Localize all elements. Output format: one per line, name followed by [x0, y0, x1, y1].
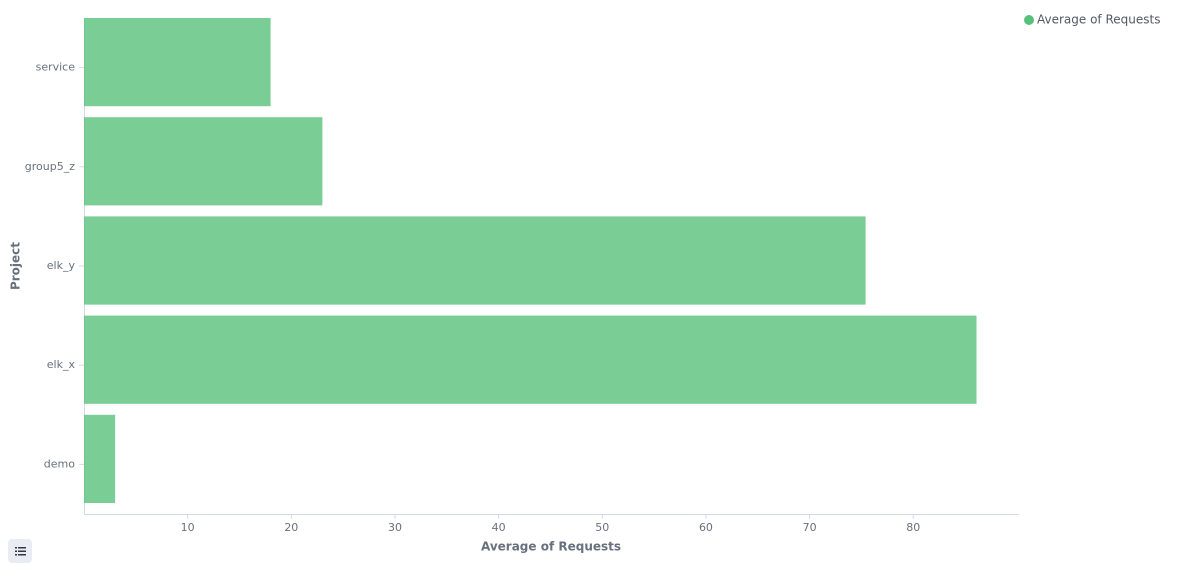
- y-tick-label: service: [36, 61, 76, 74]
- x-axis-title: Average of Requests: [481, 540, 621, 554]
- y-tick-label: group5_z: [25, 160, 75, 173]
- menu-button[interactable]: [8, 539, 32, 563]
- x-tick-label: 70: [803, 521, 817, 534]
- y-tick-label: demo: [44, 457, 75, 470]
- y-axis-title: Project: [9, 242, 23, 290]
- x-tick-label: 40: [492, 521, 506, 534]
- x-tick-label: 10: [181, 521, 195, 534]
- bar: [84, 315, 977, 404]
- y-tick-label: elk_x: [47, 358, 76, 371]
- x-tick-label: 30: [388, 521, 402, 534]
- bar: [84, 18, 271, 107]
- bar: [84, 414, 116, 503]
- legend-text[interactable]: Average of Requests: [1037, 13, 1160, 27]
- x-tick-label: 20: [284, 521, 298, 534]
- x-tick-label: 50: [595, 521, 609, 534]
- x-tick-label: 80: [906, 521, 920, 534]
- bar: [84, 117, 323, 206]
- x-tick-label: 60: [699, 521, 713, 534]
- bar: [84, 216, 866, 305]
- legend-marker: [1024, 15, 1034, 25]
- y-tick-label: elk_y: [47, 259, 76, 272]
